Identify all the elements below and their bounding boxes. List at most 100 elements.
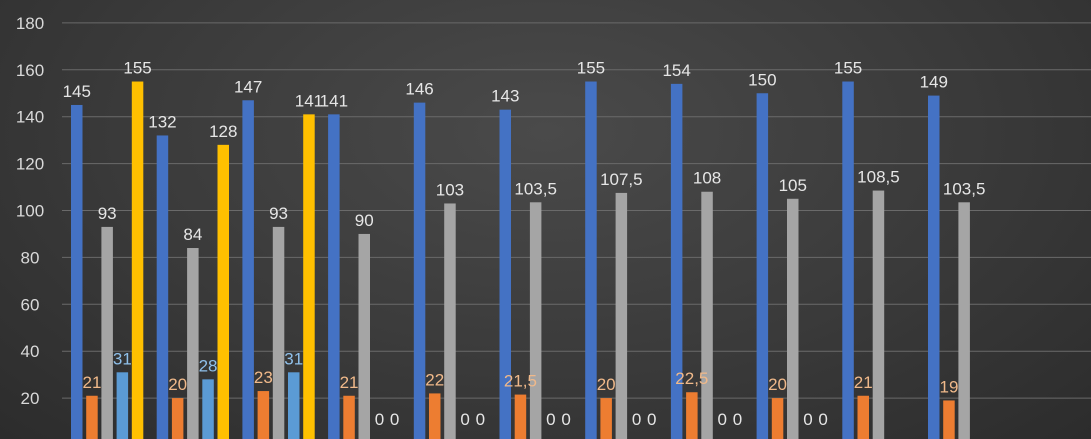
y-tick-label: 0 [25, 436, 34, 439]
bar [202, 379, 214, 439]
data-label: 141 [320, 91, 348, 110]
bar [615, 192, 628, 439]
y-tick-label: 120 [16, 155, 44, 174]
bar [585, 81, 597, 439]
data-label: 103 [436, 180, 464, 199]
bar [756, 93, 769, 439]
data-label: 31 [284, 349, 303, 368]
bar [842, 81, 854, 439]
data-label: 141 [295, 91, 323, 110]
data-label: 93 [98, 204, 117, 223]
data-label: 108,5 [857, 168, 900, 187]
bar [928, 95, 940, 439]
data-label: 155 [834, 59, 862, 78]
data-label: 0 [390, 410, 399, 429]
data-label: 149 [920, 73, 948, 92]
data-label: 128 [209, 122, 237, 141]
data-label: 103,5 [943, 179, 986, 198]
bar [303, 114, 315, 439]
bar [701, 191, 713, 439]
data-label: 21 [82, 373, 101, 392]
bar [686, 392, 698, 439]
bar [343, 395, 355, 439]
data-label: 0 [460, 410, 469, 429]
data-label: 0 [632, 410, 641, 429]
bar [958, 202, 970, 439]
data-label: 103,5 [514, 179, 557, 198]
bar [413, 102, 426, 439]
bar [101, 226, 113, 439]
bar [429, 393, 441, 439]
data-label: 155 [123, 59, 151, 78]
data-label: 21 [854, 373, 873, 392]
y-tick-label: 80 [21, 248, 40, 267]
bar [288, 372, 300, 439]
bars [71, 81, 970, 439]
bar [600, 398, 612, 439]
bar [217, 144, 229, 439]
data-label: 0 [718, 410, 727, 429]
bar [670, 83, 683, 439]
data-labels: 145 132 147 141 146 143 155 154 150 155 149 21 20 23 2… [63, 59, 986, 429]
data-label: 0 [733, 410, 742, 429]
data-label: 20 [597, 375, 616, 394]
bar [499, 109, 511, 439]
data-label: 108 [693, 169, 721, 188]
data-label: 0 [375, 410, 384, 429]
data-label: 155 [577, 59, 605, 78]
y-tick-label: 20 [21, 389, 40, 408]
bar [514, 394, 527, 439]
data-label: 0 [803, 410, 812, 429]
y-tick-label: 40 [21, 342, 40, 361]
bar [71, 104, 83, 439]
y-tick-label: 60 [21, 295, 40, 314]
data-label: 107,5 [600, 170, 643, 189]
data-label: 105 [779, 176, 807, 195]
bar [116, 372, 129, 439]
bar [187, 248, 199, 439]
bar [857, 395, 869, 439]
y-tick-label: 180 [16, 14, 44, 33]
bar [156, 135, 169, 439]
data-label: 0 [476, 410, 485, 429]
y-tick-label: 140 [16, 108, 44, 127]
data-label: 0 [546, 410, 555, 429]
bar [328, 114, 340, 439]
data-label: 22 [425, 370, 444, 389]
data-label: 0 [818, 410, 827, 429]
y-tick-label: 100 [16, 202, 44, 221]
data-label: 93 [269, 204, 288, 223]
data-label: 19 [939, 377, 958, 396]
data-label: 23 [254, 368, 273, 387]
data-label: 21,5 [504, 372, 537, 391]
bar [787, 198, 799, 439]
y-tick-label: 160 [16, 61, 44, 80]
data-label: 84 [183, 225, 202, 244]
data-label: 21 [340, 373, 359, 392]
data-label: 22,5 [675, 369, 708, 388]
bar [529, 202, 542, 439]
data-label: 154 [662, 61, 690, 80]
bar [943, 400, 955, 439]
data-label: 20 [168, 375, 187, 394]
bar [444, 203, 456, 439]
data-label: 0 [561, 410, 570, 429]
data-label: 20 [768, 375, 787, 394]
bar [771, 398, 784, 439]
data-label: 146 [405, 80, 433, 99]
data-label: 150 [748, 70, 776, 89]
bar [171, 398, 184, 439]
data-label: 31 [113, 349, 132, 368]
bar [242, 100, 254, 439]
bar [872, 190, 885, 439]
bar [86, 395, 98, 439]
bar [257, 391, 270, 439]
gridlines [62, 22, 1091, 399]
bar [358, 233, 370, 439]
data-label: 0 [647, 410, 656, 429]
bar [272, 226, 285, 439]
data-label: 132 [148, 112, 176, 131]
data-label: 90 [355, 211, 374, 230]
bar [131, 81, 144, 439]
